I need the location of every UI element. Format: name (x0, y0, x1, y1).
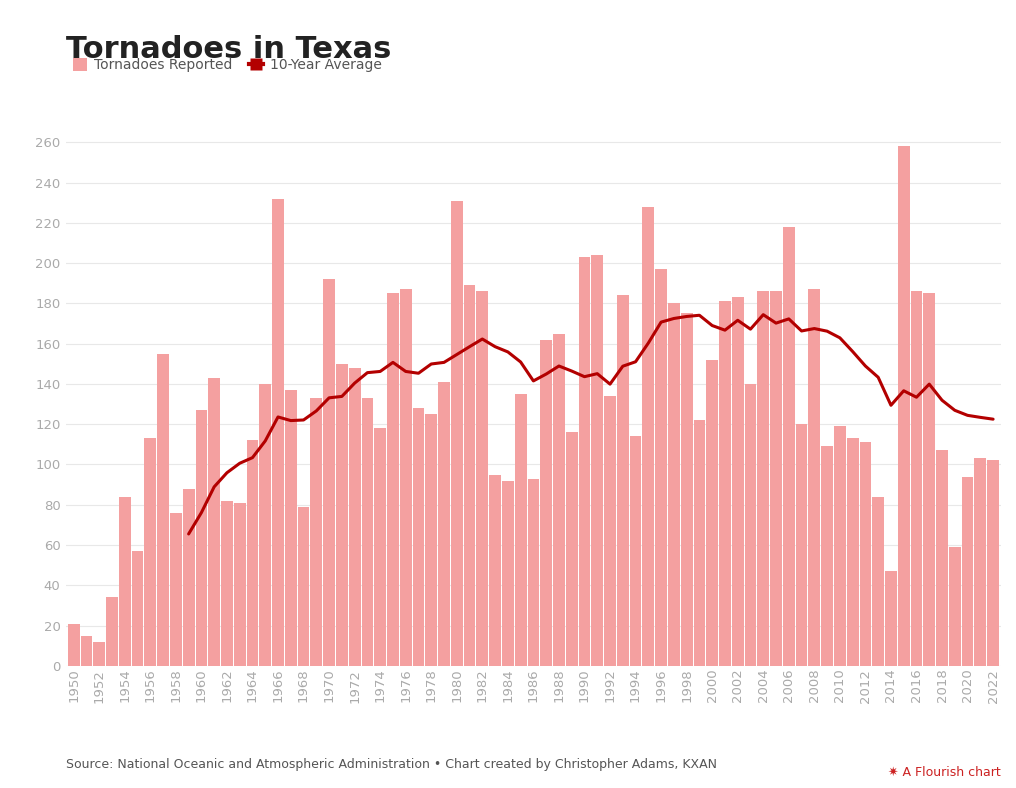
Bar (885, 571, 897, 666)
Bar (183, 489, 194, 666)
Bar (706, 360, 718, 666)
Bar (821, 446, 833, 666)
Bar (247, 440, 258, 666)
Bar (553, 333, 565, 666)
Bar (259, 384, 271, 666)
Bar (719, 301, 731, 666)
Bar (477, 292, 489, 666)
Bar (745, 384, 756, 666)
Bar (438, 382, 450, 666)
Bar (284, 390, 297, 666)
Text: ✷ A Flourish chart: ✷ A Flourish chart (888, 766, 1001, 779)
Bar (974, 459, 987, 666)
Bar (757, 292, 769, 666)
Bar (694, 420, 705, 666)
Bar (106, 597, 118, 666)
Bar (93, 641, 105, 666)
Legend: Tornadoes Reported, 10-Year Average: Tornadoes Reported, 10-Year Average (73, 58, 382, 72)
Bar (605, 396, 616, 666)
Bar (898, 147, 909, 666)
Bar (541, 340, 552, 666)
Bar (860, 442, 872, 666)
Bar (910, 292, 923, 666)
Bar (412, 408, 425, 666)
Bar (362, 398, 373, 666)
Bar (374, 428, 386, 666)
Bar (834, 426, 845, 666)
Text: Source: National Oceanic and Atmospheric Administration • Chart created by Chris: Source: National Oceanic and Atmospheric… (66, 758, 717, 771)
Bar (400, 289, 411, 666)
Bar (566, 433, 577, 666)
Bar (502, 481, 514, 666)
Bar (770, 292, 782, 666)
Bar (323, 279, 335, 666)
Bar (208, 378, 220, 666)
Bar (796, 424, 808, 666)
Bar (298, 507, 310, 666)
Bar (732, 297, 744, 666)
Bar (527, 478, 539, 666)
Bar (144, 438, 156, 666)
Bar (668, 303, 680, 666)
Bar (949, 547, 961, 666)
Bar (311, 398, 322, 666)
Bar (68, 623, 79, 666)
Bar (80, 636, 92, 666)
Bar (578, 257, 590, 666)
Text: Tornadoes in Texas: Tornadoes in Texas (66, 35, 391, 65)
Bar (336, 364, 347, 666)
Bar (387, 293, 399, 666)
Bar (809, 289, 820, 666)
Bar (157, 354, 169, 666)
Bar (221, 500, 233, 666)
Bar (591, 255, 604, 666)
Bar (924, 293, 935, 666)
Bar (655, 269, 666, 666)
Bar (783, 227, 795, 666)
Bar (426, 414, 437, 666)
Bar (490, 474, 501, 666)
Bar (617, 296, 629, 666)
Bar (988, 460, 999, 666)
Bar (119, 496, 131, 666)
Bar (846, 438, 859, 666)
Bar (272, 199, 283, 666)
Bar (348, 368, 361, 666)
Bar (234, 503, 246, 666)
Bar (873, 496, 884, 666)
Bar (962, 477, 973, 666)
Bar (630, 437, 641, 666)
Bar (936, 451, 948, 666)
Bar (642, 206, 654, 666)
Bar (515, 394, 526, 666)
Bar (195, 410, 207, 666)
Bar (132, 551, 143, 666)
Bar (463, 285, 475, 666)
Bar (170, 513, 182, 666)
Bar (451, 201, 462, 666)
Bar (681, 314, 693, 666)
